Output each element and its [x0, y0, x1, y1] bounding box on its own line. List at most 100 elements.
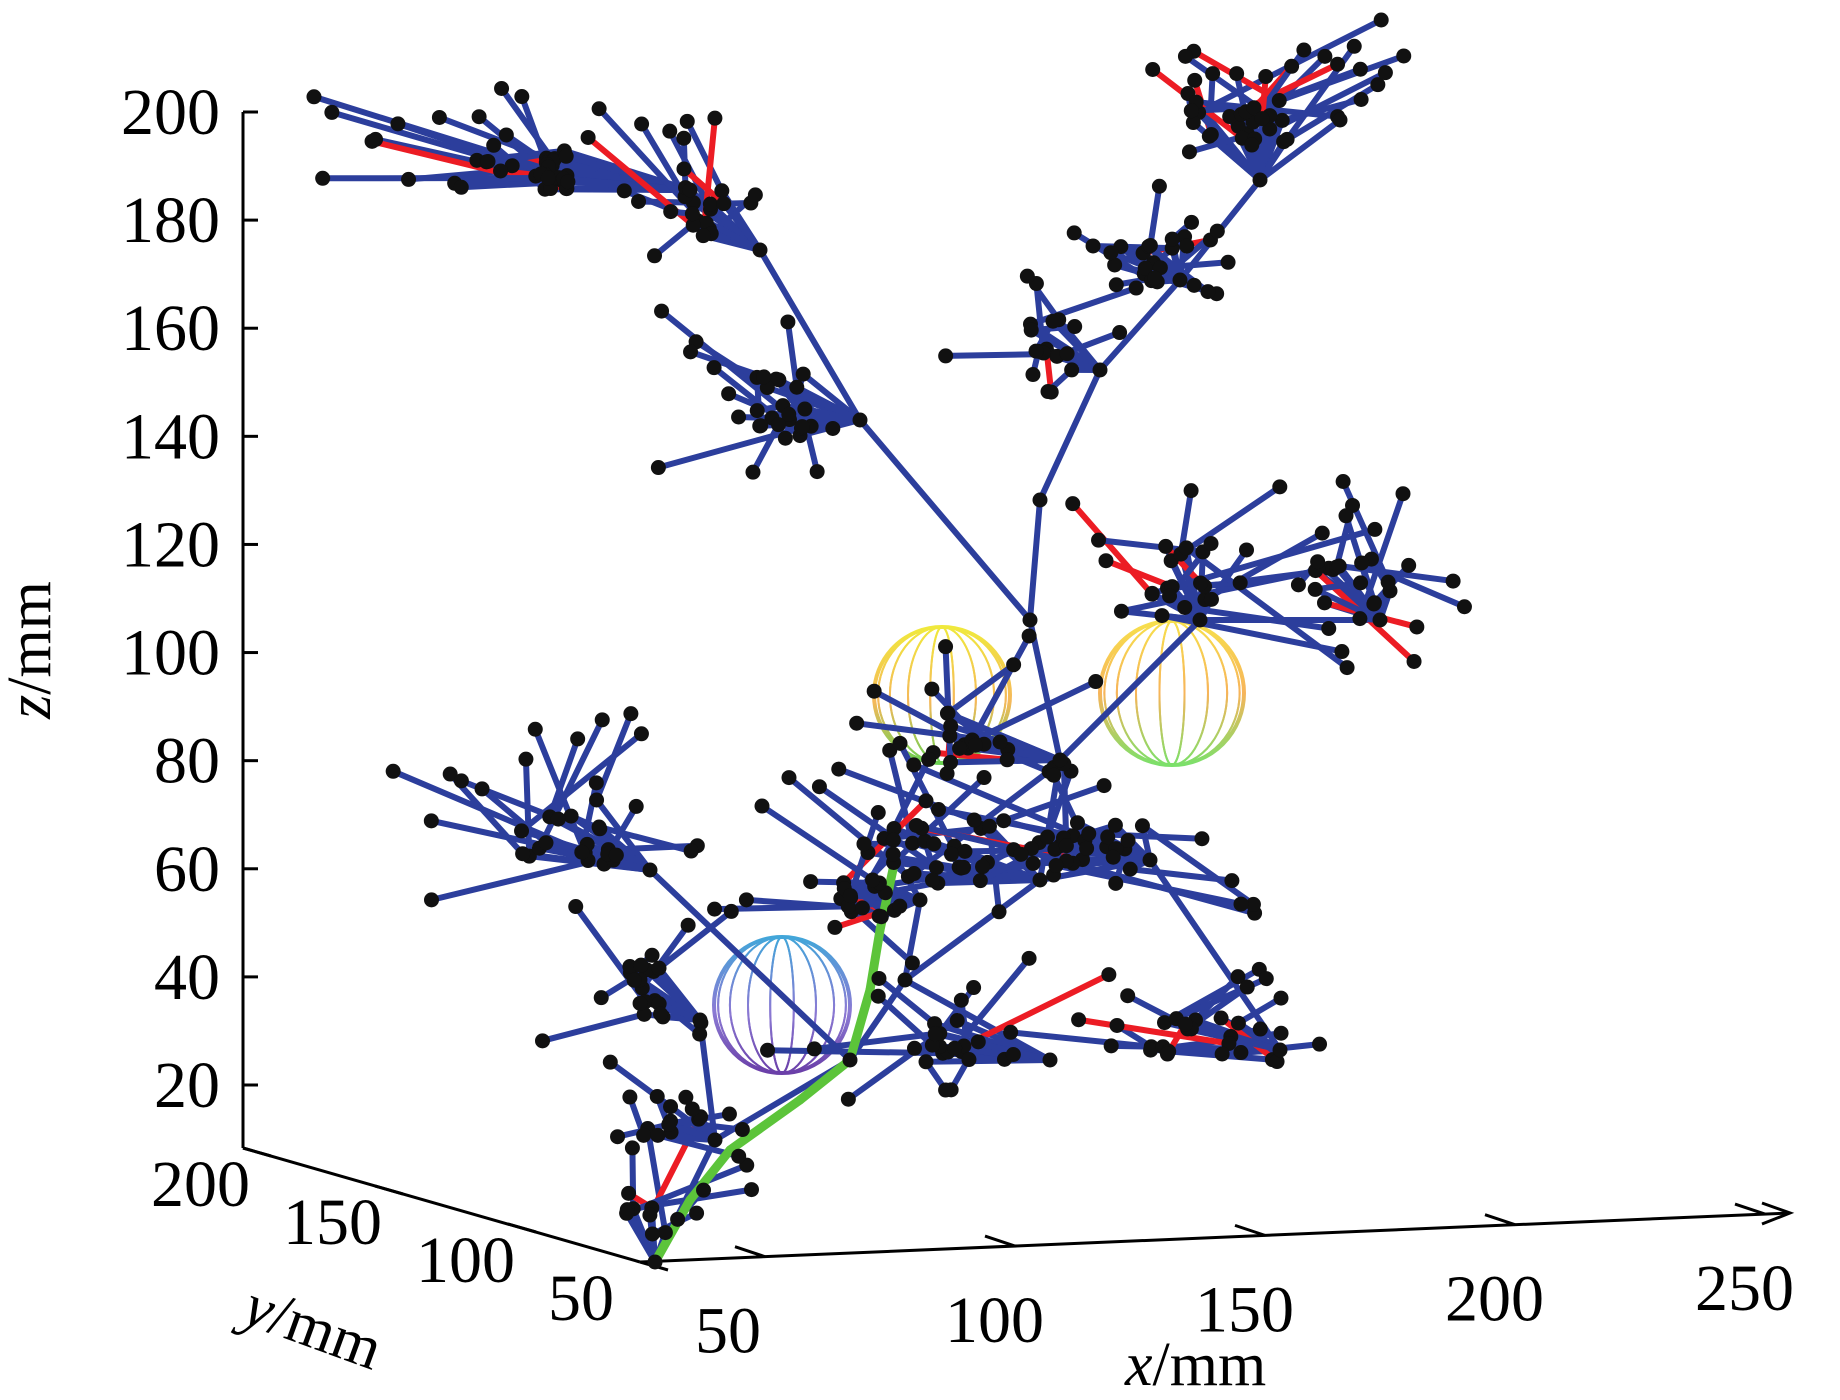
- tree-node: [588, 775, 604, 791]
- tree-node: [622, 959, 638, 975]
- tree-node: [1105, 849, 1121, 865]
- x-axis-ticks: 50 100 150 200 250: [695, 1202, 1794, 1368]
- tree-node: [1137, 260, 1153, 276]
- tree-node: [1022, 612, 1038, 628]
- tree-node: [634, 116, 650, 132]
- tree-node: [1134, 818, 1150, 834]
- tree-node: [866, 683, 882, 699]
- tree-node: [976, 770, 992, 786]
- tree-edge: [902, 877, 1043, 983]
- tree-node: [1107, 257, 1123, 273]
- tree-node: [616, 183, 632, 199]
- tree-edge: [757, 247, 863, 423]
- tree-node: [707, 110, 723, 126]
- tree-node: [856, 836, 872, 852]
- tree-node: [670, 1211, 686, 1227]
- tree-node: [423, 892, 439, 908]
- tree-edge: [1147, 183, 1163, 249]
- y-axis-title-unit: /mm: [261, 1281, 391, 1384]
- tree-edge: [1027, 617, 1063, 763]
- tree-node: [953, 992, 969, 1008]
- x-tick-mark: [1484, 1213, 1516, 1227]
- tree-node: [1048, 858, 1064, 874]
- tree-node: [1353, 92, 1369, 108]
- x-axis-title-var: x: [1124, 1331, 1153, 1399]
- tree-node: [1230, 118, 1246, 134]
- tree-node: [1380, 574, 1396, 590]
- tree-node: [1058, 838, 1074, 854]
- tree-node: [1224, 873, 1240, 889]
- tree-node: [840, 1091, 856, 1107]
- tree-node: [1279, 131, 1295, 147]
- tree-node: [1201, 128, 1217, 144]
- tree-node: [781, 406, 797, 422]
- y-axis-title: y/mm: [230, 1269, 392, 1383]
- tree-node: [642, 1207, 658, 1223]
- tree-node: [811, 779, 827, 795]
- x-tick-label: 250: [1695, 1252, 1794, 1325]
- tree-node: [593, 990, 609, 1006]
- tree-node: [624, 1140, 640, 1156]
- tree-node: [1214, 1046, 1230, 1062]
- tree-node: [364, 133, 380, 149]
- tree-node: [692, 1026, 708, 1042]
- tree-node: [743, 1182, 759, 1198]
- tree-node: [385, 763, 401, 779]
- tree-node: [695, 228, 711, 244]
- tree-node: [1401, 557, 1417, 573]
- tree-node: [540, 170, 556, 186]
- tree-edge: [1053, 862, 1245, 908]
- tree-node: [1271, 93, 1287, 109]
- tree-node: [1159, 1046, 1175, 1062]
- tree-node: [938, 639, 954, 655]
- tree-node: [683, 843, 699, 859]
- tree-node: [1151, 178, 1167, 194]
- tree-node: [650, 1127, 666, 1143]
- tree-node: [926, 836, 942, 852]
- tree-node: [558, 148, 574, 164]
- tree-edge: [1208, 546, 1250, 603]
- tree-node: [453, 773, 469, 789]
- tree-node: [684, 1101, 700, 1117]
- y-tick-label: 200: [151, 1148, 250, 1221]
- tree-node: [1307, 581, 1323, 597]
- tree-node: [849, 715, 865, 731]
- tree-node: [745, 464, 761, 480]
- tree-node: [854, 900, 870, 916]
- tree-edge: [1358, 559, 1468, 610]
- tree-node: [1109, 1017, 1125, 1033]
- tree-node: [493, 163, 509, 179]
- tree-node: [831, 761, 847, 777]
- tree-node: [628, 798, 644, 814]
- z-tick-label: 100: [121, 617, 220, 690]
- tree-node: [1203, 536, 1219, 552]
- tree-node: [1019, 268, 1035, 284]
- tree-node: [306, 89, 322, 105]
- tree-node: [1045, 313, 1061, 329]
- x-tick-mark: [984, 1234, 1016, 1248]
- tree-node: [602, 1054, 618, 1070]
- tree-edge: [964, 632, 1033, 752]
- tree-node: [1172, 272, 1188, 288]
- tree-node: [1317, 48, 1333, 64]
- tree-node: [610, 1129, 626, 1145]
- tree-edge: [1206, 70, 1216, 140]
- tree-node: [1233, 896, 1249, 912]
- tree-node: [918, 1054, 934, 1070]
- tree-node: [912, 892, 928, 908]
- tree-node: [892, 735, 908, 751]
- tree-node: [1273, 1025, 1289, 1041]
- tree-node: [1406, 653, 1422, 669]
- tree-node: [1181, 144, 1197, 160]
- tree-node: [731, 409, 747, 425]
- tree-node: [924, 681, 940, 697]
- tree-node: [943, 718, 959, 734]
- tree-node: [1108, 277, 1124, 293]
- tree-node: [652, 1006, 668, 1022]
- tree-node: [1067, 319, 1083, 335]
- tree-node: [633, 726, 649, 742]
- tree-node: [905, 835, 921, 851]
- tree-node: [324, 104, 340, 120]
- tree-node: [1154, 608, 1170, 624]
